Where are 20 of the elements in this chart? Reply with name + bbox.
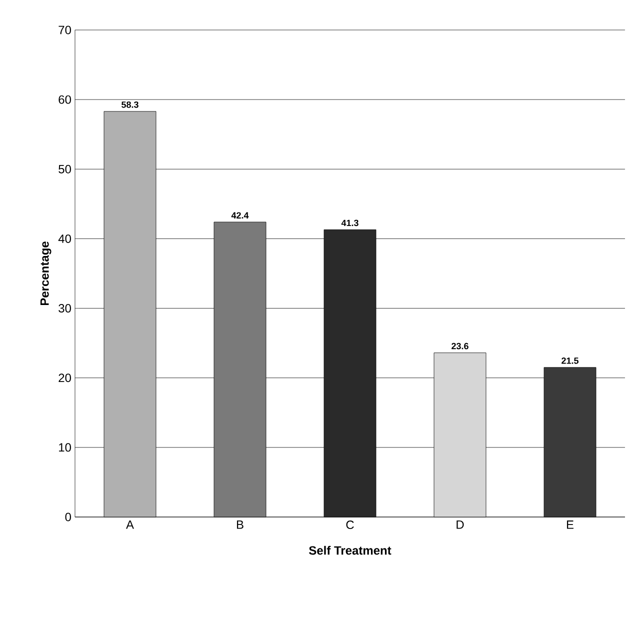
y-axis-title: Percentage [40, 242, 52, 306]
x-tick-label: C [346, 520, 354, 530]
y-tick-label: 30 [58, 304, 71, 313]
x-axis-title: Self Treatment [309, 546, 392, 555]
data-label: 58.3 [122, 101, 138, 108]
y-tick-label: 50 [58, 164, 71, 174]
x-tick-label: A [126, 520, 134, 529]
y-tick-label: 20 [58, 374, 71, 382]
y-tick-label: 0 [65, 512, 72, 522]
data-label: 21.5 [562, 358, 579, 364]
data-label: 42.4 [231, 212, 249, 218]
y-tick-label: 60 [58, 95, 71, 104]
y-tick-label: 70 [58, 26, 71, 34]
x-tick-label: B [236, 520, 244, 529]
data-label: 23.6 [452, 342, 468, 350]
y-tick-label: 10 [59, 443, 71, 452]
x-tick-label: E [566, 520, 574, 529]
x-tick-label: D [456, 520, 464, 529]
y-tick-label: 40 [58, 234, 71, 243]
data-label: 41.3 [341, 220, 358, 226]
